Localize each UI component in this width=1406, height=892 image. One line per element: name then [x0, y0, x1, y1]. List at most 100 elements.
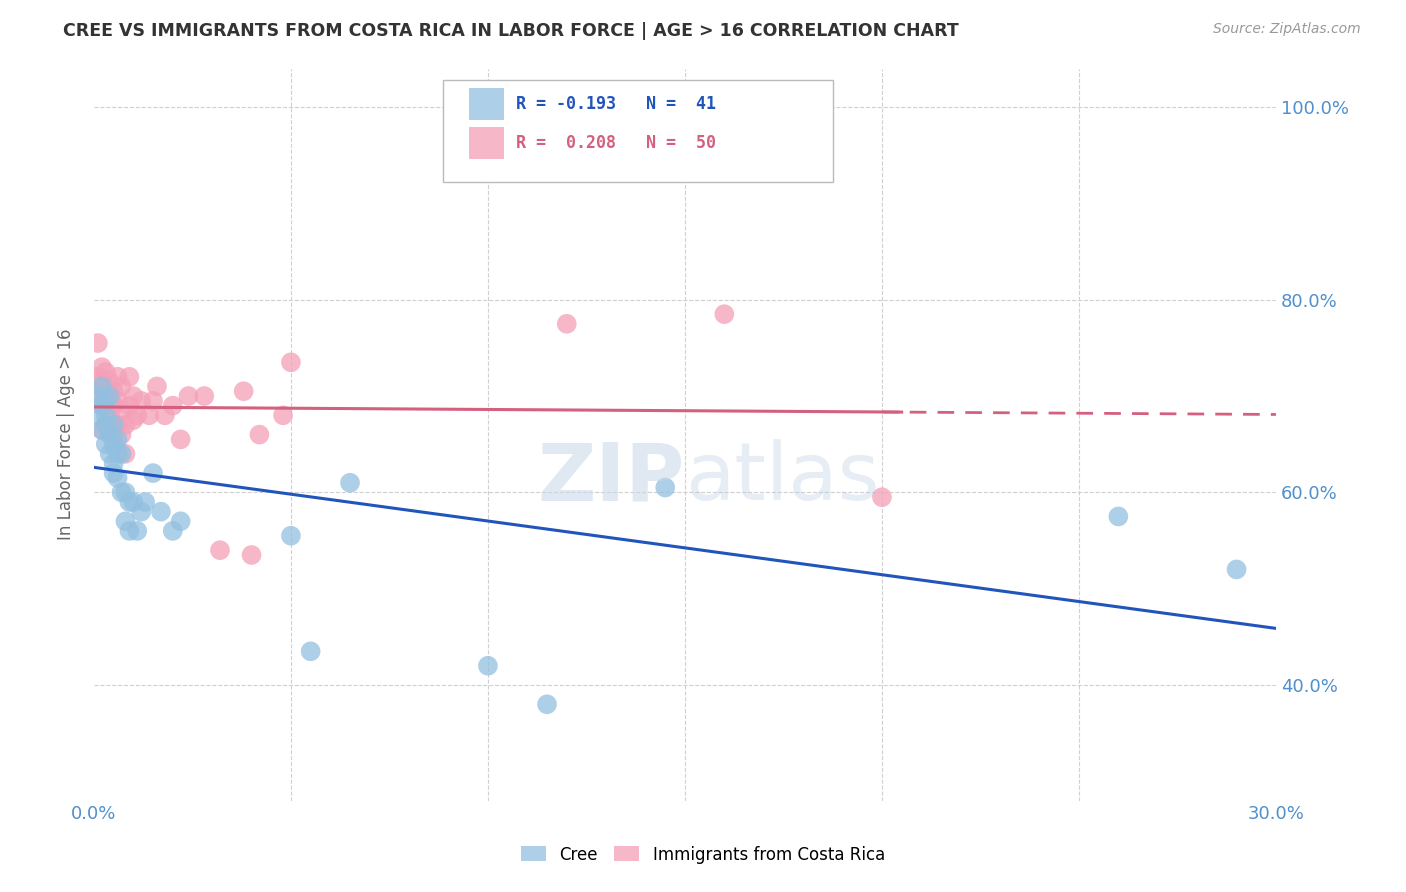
Point [98, 389, 121, 403]
Text: atlas: atlas [685, 440, 879, 517]
Bar [468, 88, 505, 120]
Point [94, 365, 117, 379]
Point [1225, 562, 1247, 576]
Point [107, 471, 129, 485]
Point [122, 495, 145, 509]
Point [138, 409, 160, 423]
Point [87, 389, 110, 403]
Point [134, 495, 156, 509]
Point [98, 447, 121, 461]
Point [103, 427, 125, 442]
Point [122, 389, 145, 403]
Text: Source: ZipAtlas.com: Source: ZipAtlas.com [1213, 22, 1361, 37]
Point [94, 417, 117, 432]
Point [94, 389, 117, 403]
Point [232, 384, 254, 399]
Point [271, 409, 294, 423]
Point [110, 379, 132, 393]
Point [103, 417, 125, 432]
Point [118, 524, 141, 538]
Point [94, 393, 117, 408]
Point [103, 457, 125, 471]
Point [1107, 509, 1129, 524]
Point [240, 548, 263, 562]
Point [118, 399, 141, 413]
Point [87, 336, 110, 351]
Point [162, 399, 184, 413]
Text: R = -0.193   N =  41: R = -0.193 N = 41 [516, 95, 716, 113]
Point [162, 524, 184, 538]
Legend: Cree, Immigrants from Costa Rica: Cree, Immigrants from Costa Rica [515, 839, 891, 871]
Point [98, 427, 121, 442]
Point [129, 505, 152, 519]
Point [169, 433, 191, 447]
Point [110, 447, 132, 461]
Point [98, 409, 121, 423]
Point [107, 417, 129, 432]
Point [193, 389, 215, 403]
Point [90, 375, 112, 389]
Point [114, 485, 136, 500]
Point [90, 423, 112, 437]
Point [122, 413, 145, 427]
Point [118, 495, 141, 509]
Point [555, 317, 578, 331]
Point [477, 658, 499, 673]
Point [110, 427, 132, 442]
Point [142, 393, 165, 408]
Point [94, 399, 117, 413]
Point [107, 433, 129, 447]
Point [177, 389, 200, 403]
Point [94, 417, 117, 432]
Point [153, 409, 176, 423]
Point [129, 393, 152, 408]
Point [536, 698, 558, 712]
Point [249, 427, 271, 442]
Point [90, 423, 112, 437]
Point [280, 355, 302, 369]
Point [94, 393, 117, 408]
Point [339, 475, 361, 490]
Point [103, 417, 125, 432]
Bar [468, 127, 505, 159]
Point [103, 399, 125, 413]
Point [870, 490, 893, 504]
Point [87, 409, 110, 423]
Point [90, 379, 112, 393]
Point [107, 447, 129, 461]
Point [127, 409, 149, 423]
Point [107, 369, 129, 384]
Point [98, 375, 121, 389]
Point [169, 514, 191, 528]
Point [110, 403, 132, 417]
FancyBboxPatch shape [443, 79, 832, 182]
Point [103, 437, 125, 451]
Point [87, 389, 110, 403]
Point [142, 466, 165, 480]
Y-axis label: In Labor Force | Age > 16: In Labor Force | Age > 16 [58, 329, 75, 541]
Point [208, 543, 231, 558]
Point [146, 379, 169, 393]
Point [94, 409, 117, 423]
Point [280, 529, 302, 543]
Point [149, 505, 172, 519]
Point [107, 393, 129, 408]
Point [654, 481, 676, 495]
Point [94, 437, 117, 451]
Point [90, 360, 112, 375]
Text: R =  0.208   N =  50: R = 0.208 N = 50 [516, 134, 716, 152]
Point [118, 369, 141, 384]
Point [114, 514, 136, 528]
Point [713, 307, 735, 321]
Point [114, 447, 136, 461]
Point [90, 399, 112, 413]
Point [103, 466, 125, 480]
Text: CREE VS IMMIGRANTS FROM COSTA RICA IN LABOR FORCE | AGE > 16 CORRELATION CHART: CREE VS IMMIGRANTS FROM COSTA RICA IN LA… [63, 22, 959, 40]
Text: ZIP: ZIP [537, 440, 685, 517]
Point [114, 417, 136, 432]
Point [98, 389, 121, 403]
Point [103, 384, 125, 399]
Point [110, 485, 132, 500]
Point [90, 399, 112, 413]
Point [127, 524, 149, 538]
